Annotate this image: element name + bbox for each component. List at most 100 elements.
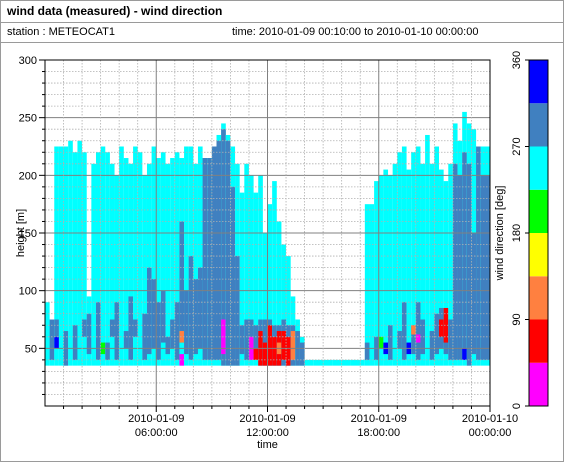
colorbar-band — [529, 189, 548, 233]
data-cell — [188, 256, 194, 360]
data-cell — [179, 221, 185, 343]
data-cell — [401, 302, 407, 360]
data-cell — [54, 146, 59, 366]
data-cell — [299, 342, 305, 366]
data-cell — [262, 342, 268, 366]
y-tick-label: 250 — [19, 113, 37, 125]
data-cell — [411, 325, 416, 355]
data-cell — [193, 163, 198, 366]
colorbar-tick-label: 0 — [511, 403, 523, 409]
data-cell — [281, 244, 287, 366]
data-cell — [286, 336, 291, 366]
data-cell — [388, 175, 393, 366]
data-cell — [160, 290, 166, 343]
data-cell — [225, 140, 231, 366]
data-cell — [401, 146, 407, 366]
data-cell — [202, 158, 208, 360]
y-tick-label: 150 — [19, 228, 37, 240]
data-cell — [235, 256, 240, 366]
data-cell — [313, 359, 324, 366]
data-cell — [462, 152, 467, 360]
data-cell — [105, 152, 110, 366]
x-tick-label: 2010-01-09 — [239, 413, 295, 425]
x-tick-label: 2010-01-09 — [128, 413, 184, 425]
data-cell — [434, 313, 440, 355]
data-cell — [466, 163, 472, 366]
info-bar: station : METEOCAT1 time: 2010-01-09 00:… — [1, 23, 563, 43]
data-cell — [439, 319, 444, 337]
data-cell — [174, 302, 180, 360]
data-cell — [281, 331, 287, 360]
title-bar: wind data (measured) - wind direction — [1, 1, 563, 23]
data-cell — [146, 267, 152, 355]
data-cell — [378, 336, 384, 349]
data-cell — [476, 146, 481, 360]
data-cell — [378, 175, 384, 366]
data-cell — [82, 319, 87, 337]
data-cell — [54, 319, 59, 337]
data-cell — [146, 163, 152, 366]
data-cell — [170, 319, 175, 349]
data-cell — [123, 331, 129, 349]
y-tick-label: 200 — [19, 170, 37, 182]
data-cell — [72, 152, 78, 366]
colorbar — [528, 59, 549, 407]
data-cell — [244, 319, 249, 360]
data-cell — [360, 359, 365, 366]
data-cell — [272, 181, 277, 366]
data-cell — [448, 163, 453, 366]
data-cell — [364, 342, 370, 360]
data-cell — [86, 313, 92, 355]
x-tick-label: 06:00:00 — [135, 427, 178, 439]
data-cell — [114, 175, 120, 366]
data-cell — [114, 302, 120, 360]
y-axis-ticks: 50 100 150 200 250 300 — [19, 55, 45, 395]
data-cell — [341, 359, 351, 366]
x-axis-ticks: 2010-01-09 06:00:00 2010-01-09 12:00:00 2010… — [63, 406, 518, 439]
data-cell — [244, 163, 249, 366]
data-cell — [156, 302, 161, 360]
data-cell — [262, 233, 268, 366]
data-cell — [165, 163, 171, 366]
colorbar-ticks: 0 90 180 270 360 — [511, 51, 529, 409]
colorbar-band — [529, 146, 548, 190]
grid-lines — [45, 60, 490, 406]
data-cell — [304, 359, 314, 366]
data-cell — [272, 336, 277, 366]
data-cell — [448, 319, 453, 360]
data-cell — [179, 354, 185, 366]
data-cell — [133, 319, 138, 337]
colorbar-band — [529, 319, 548, 363]
data-cell — [253, 325, 259, 355]
data-cell — [429, 163, 435, 366]
colorbar-band — [529, 103, 548, 147]
data-cell — [290, 331, 296, 360]
x-tick-label: 12:00:00 — [246, 427, 289, 439]
data-cell — [415, 334, 421, 343]
data-cell — [286, 256, 291, 366]
x-tick-label: 00:00:00 — [469, 427, 512, 439]
data-cell — [462, 348, 467, 360]
data-cell — [68, 140, 73, 366]
data-cell — [165, 336, 171, 355]
data-cell — [179, 331, 185, 343]
data-cell — [123, 158, 129, 366]
station-label: station : METEOCAT1 — [7, 26, 115, 38]
y-axis-label: height [m] — [15, 209, 27, 257]
colorbar-tick-label: 360 — [511, 51, 523, 69]
data-cell — [332, 359, 342, 366]
data-cell — [262, 319, 268, 366]
data-cell — [230, 186, 236, 366]
data-cell — [137, 152, 143, 366]
data-cell — [72, 325, 78, 360]
data-cell — [239, 192, 245, 366]
data-cell — [388, 325, 393, 360]
colorbar-tick-label: 90 — [511, 313, 523, 325]
x-tick-label: 18:00:00 — [357, 427, 400, 439]
colorbar-label: wind direction [deg] — [494, 186, 506, 282]
data-cell — [383, 169, 389, 366]
data-cell — [128, 163, 134, 366]
colorbar-band — [529, 233, 548, 277]
